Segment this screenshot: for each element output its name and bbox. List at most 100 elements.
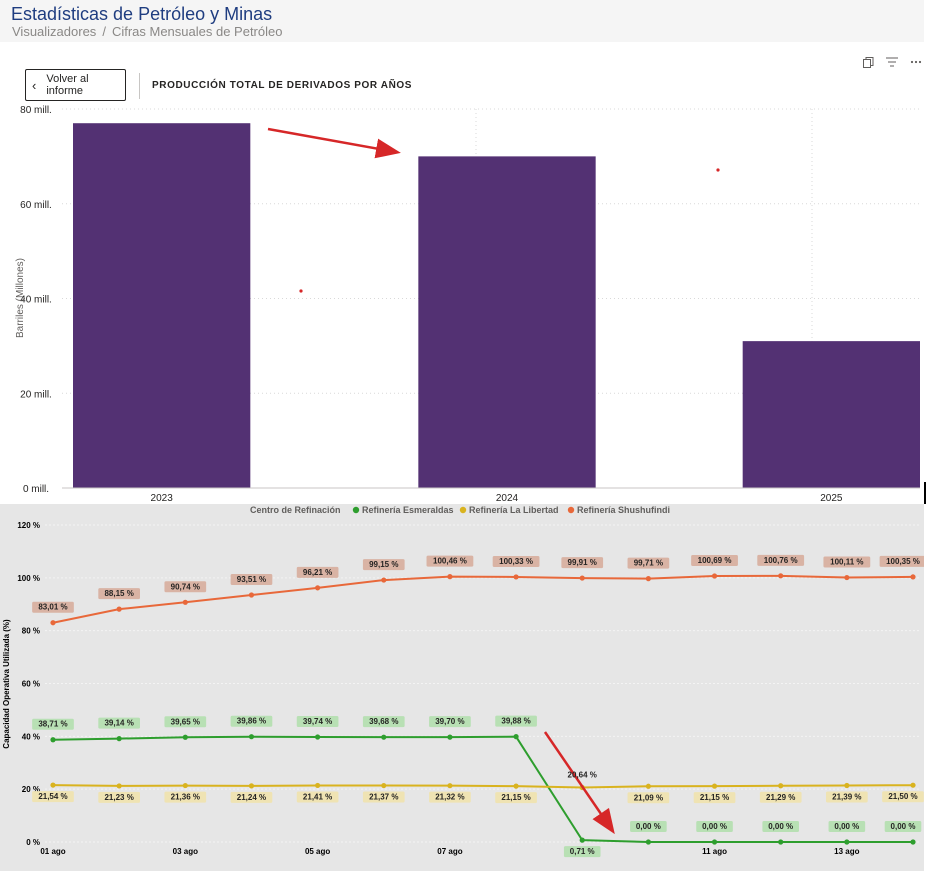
data-label: 100,69 %	[698, 556, 732, 565]
data-point	[315, 585, 321, 591]
copy-icon[interactable]	[862, 56, 874, 68]
data-point	[513, 734, 519, 740]
data-label-background	[164, 791, 207, 803]
series-line-refinería-la-libertad	[52, 784, 914, 789]
data-label-background	[230, 791, 273, 803]
data-label-background	[691, 555, 738, 567]
data-point	[711, 573, 718, 579]
data-label-background	[429, 716, 471, 728]
line-y-tick-label: 100 %	[17, 574, 40, 583]
data-point	[513, 574, 519, 580]
data-point	[182, 599, 188, 605]
data-label-background	[563, 846, 601, 858]
data-label-background	[230, 573, 273, 585]
data-label-background	[828, 821, 866, 832]
data-label: 0,00 %	[891, 822, 916, 831]
data-point	[116, 606, 122, 612]
data-label: 21,37 %	[369, 793, 398, 802]
data-label-background	[362, 791, 405, 803]
data-label: 100,11 %	[830, 558, 863, 567]
annotation-arrow-drop	[543, 731, 615, 835]
app-title: Estadísticas de Petróleo y Minas	[11, 4, 273, 24]
data-label: 39,88 %	[501, 717, 530, 726]
data-label-background	[762, 821, 799, 832]
data-point	[447, 574, 453, 580]
data-point	[711, 839, 718, 845]
annotation-arrow-2023-2024	[267, 127, 401, 159]
line-y-tick-label: 20 %	[22, 785, 40, 794]
data-point	[315, 734, 321, 740]
data-label: 20,64 %	[568, 770, 597, 779]
series-line-refinería-esmeraldas	[52, 735, 913, 843]
data-label: 21,39 %	[832, 792, 861, 801]
data-label-background	[230, 715, 273, 727]
data-point	[248, 734, 255, 740]
line-x-tick-label: 13 ago	[834, 847, 859, 856]
data-label: 21,15 %	[501, 793, 530, 802]
data-label-background	[426, 555, 474, 567]
data-label: 39,68 %	[369, 717, 398, 726]
data-point	[315, 782, 321, 789]
visual-title: PRODUCCIÓN TOTAL DE DERIVADOS POR AÑOS	[152, 80, 413, 91]
data-label-background	[98, 588, 141, 600]
line-y-tick-label: 40 %	[22, 732, 40, 741]
bar-x-tick-label: 2023	[151, 493, 174, 504]
line-chart-y-axis: 0 % 20 % 40 % 60 % 80 % 100 % 120 %	[17, 521, 40, 847]
bar-y-tick-label: 40 mill.	[20, 295, 52, 306]
data-point	[910, 839, 916, 845]
data-label-background	[696, 821, 733, 832]
data-label: 99,71 %	[634, 559, 663, 568]
series-line-refinería-shushufindi	[52, 574, 914, 624]
line-x-tick-label: 05 ago	[305, 847, 330, 856]
data-label: 99,91 %	[568, 558, 597, 567]
data-label-background	[164, 581, 207, 593]
back-to-report-button[interactable]: ‹ Volver al informe	[25, 69, 126, 101]
legend-title: Centro de Refinación	[250, 505, 341, 515]
data-point	[645, 783, 651, 789]
app-header: Estadísticas de Petróleo y Minas Visuali…	[0, 0, 924, 42]
data-label: 100,35 %	[886, 557, 920, 566]
line-chart: Centro de Refinación Refinería Esmeraldas…	[0, 504, 924, 871]
bar-2023	[73, 123, 251, 489]
data-label: 39,65 %	[171, 717, 200, 726]
data-label-background	[164, 716, 207, 728]
line-chart-legend: Centro de Refinación Refinería Esmeraldas…	[250, 505, 670, 515]
bar-chart-y-axis-title: Barriles (Millones)	[15, 258, 26, 338]
data-label-background	[296, 716, 339, 728]
data-label: 39,74 %	[303, 717, 332, 726]
breadcrumb: Visualizadores / Cifras Mensuales de Petró…	[12, 24, 282, 39]
bar-chart-x-axis: 2023 2024 2025	[151, 493, 843, 504]
data-label: 83,01 %	[38, 603, 67, 612]
data-label: 0,00 %	[702, 822, 727, 831]
data-label-background	[296, 566, 339, 578]
bar-y-tick-label: 60 mill.	[20, 200, 52, 211]
data-point	[910, 574, 916, 580]
data-label: 39,70 %	[435, 717, 464, 726]
legend-marker	[567, 506, 575, 514]
bar-y-tick-label: 20 mill.	[20, 389, 52, 400]
data-label: 21,23 %	[104, 793, 133, 802]
more-options-icon[interactable]	[910, 56, 922, 68]
breadcrumb-item-visualizadores[interactable]: Visualizadores	[12, 24, 97, 39]
bar-chart-bars	[73, 123, 920, 489]
data-label: 21,24 %	[237, 793, 266, 802]
data-point	[579, 575, 585, 581]
bar-x-tick-label: 2025	[820, 493, 843, 504]
data-point	[248, 592, 255, 598]
data-point	[910, 782, 916, 788]
data-point	[381, 577, 387, 583]
data-point	[778, 839, 784, 845]
data-label: 21,09 %	[634, 793, 663, 802]
data-point	[182, 782, 188, 789]
data-label-background	[561, 557, 604, 569]
line-chart-series	[50, 573, 916, 845]
data-label: 96,21 %	[303, 568, 332, 577]
data-point	[579, 837, 585, 843]
data-point	[778, 573, 784, 579]
bar-y-tick-label: 80 mill.	[20, 105, 52, 116]
line-y-tick-label: 120 %	[17, 521, 40, 530]
annotation-dot	[716, 168, 720, 172]
line-y-tick-label: 80 %	[22, 627, 40, 636]
filter-icon[interactable]	[886, 56, 898, 68]
data-label-background	[32, 601, 74, 613]
